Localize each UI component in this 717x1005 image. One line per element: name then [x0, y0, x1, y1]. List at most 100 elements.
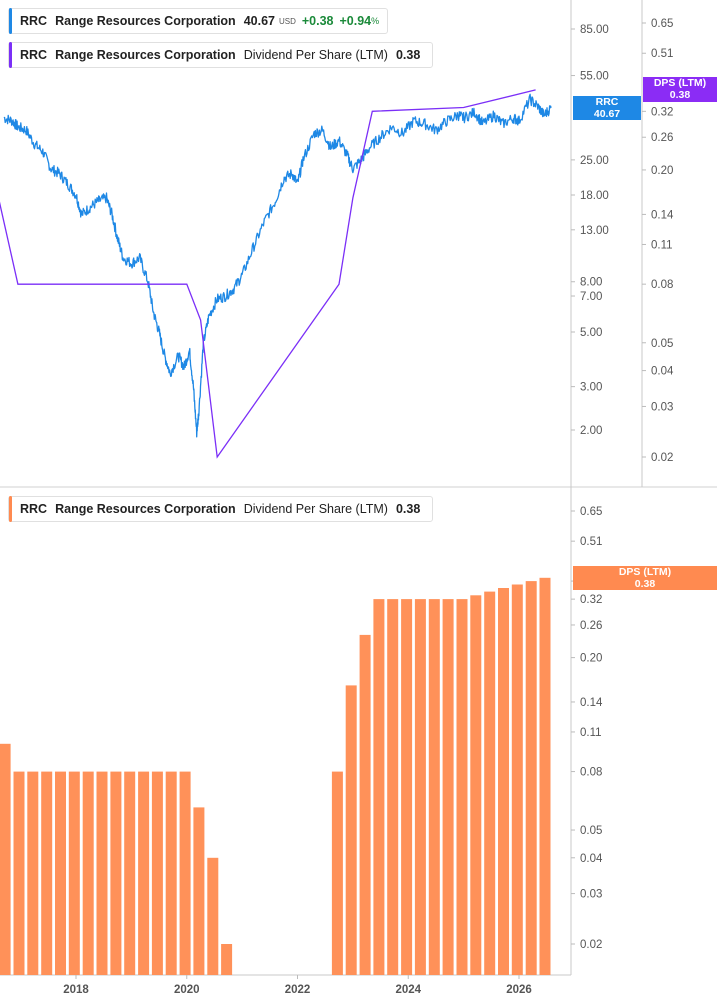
- dps-bar: [456, 599, 468, 975]
- dps-bar: [359, 634, 371, 975]
- legend-metric-value: 0.38: [395, 48, 421, 62]
- x-tick-label: 2018: [63, 984, 89, 996]
- legend-price[interactable]: RRC Range Resources Corporation 40.67 US…: [8, 8, 389, 34]
- bar-tick-label: 0.65: [580, 506, 602, 518]
- dps-bar: [401, 599, 413, 975]
- legend-color-swatch: [9, 42, 12, 68]
- dps-flag-bottom: DPS (LTM) 0.38: [573, 566, 717, 590]
- dps-tick-label: 0.26: [651, 132, 673, 144]
- dps-bar: [55, 771, 66, 975]
- dps-bar: [82, 771, 94, 975]
- dps-bar: [13, 771, 25, 975]
- dps-bar: [414, 599, 426, 975]
- legend-ticker: RRC: [20, 14, 48, 28]
- dps-tick-label: 0.32: [651, 106, 673, 118]
- dps-bar: [0, 743, 11, 975]
- price-tick-label: 7.00: [580, 291, 602, 303]
- dps-bar: [387, 599, 399, 975]
- dps-bar: [331, 771, 343, 975]
- dps-flag-label: DPS (LTM): [618, 566, 672, 578]
- price-tick-label: 55.00: [580, 71, 609, 83]
- legend-company-name: Range Resources Corporation: [55, 48, 236, 62]
- dps-tick-label: 0.08: [651, 279, 673, 291]
- dps-tick-label: 0.51: [651, 48, 673, 60]
- bar-tick-label: 0.08: [580, 767, 602, 779]
- bar-tick-label: 0.32: [580, 594, 602, 606]
- dps-tick-label: 0.02: [651, 452, 673, 464]
- dps-flag-top: DPS (LTM) 0.38: [643, 77, 717, 102]
- dps-flag-value: 0.38: [669, 89, 691, 101]
- dps-bar: [96, 771, 108, 975]
- dps-tick-label: 0.03: [651, 401, 673, 413]
- dps-bar: [539, 577, 551, 975]
- dps-bar: [484, 591, 496, 975]
- x-tick-label: 2020: [174, 984, 200, 996]
- dps-bar: [151, 771, 163, 975]
- dps-line: [0, 89, 536, 459]
- dps-bar: [511, 584, 523, 975]
- price-tick-label: 2.00: [580, 425, 602, 437]
- price-tick-label: 25.00: [580, 155, 609, 167]
- legend-metric: Dividend Per Share (LTM): [243, 502, 388, 516]
- bar-tick-label: 0.04: [580, 853, 603, 865]
- bar-tick-label: 0.05: [580, 825, 602, 837]
- dps-bar: [221, 944, 233, 975]
- legend-ticker: RRC: [20, 502, 48, 516]
- x-tick-label: 2026: [506, 984, 532, 996]
- dps-tick-label: 0.65: [651, 18, 673, 30]
- price-tick-label: 18.00: [580, 190, 609, 202]
- legend-dps-line[interactable]: RRC Range Resources Corporation Dividend…: [8, 42, 434, 68]
- dps-bar: [428, 599, 440, 975]
- dps-bar: [27, 771, 39, 975]
- x-tick-label: 2024: [395, 984, 421, 996]
- dps-bar: [124, 771, 136, 975]
- price-flag-value: 40.67: [593, 108, 621, 120]
- dps-bar: [525, 581, 537, 975]
- dps-bar: [470, 595, 482, 975]
- legend-ticker: RRC: [20, 48, 48, 62]
- dps-flag-value: 0.38: [634, 578, 656, 590]
- dps-tick-label: 0.11: [651, 239, 673, 251]
- x-tick-label: 2022: [285, 984, 311, 996]
- legend-currency: USD: [278, 16, 296, 26]
- bar-tick-label: 0.20: [580, 653, 602, 665]
- dps-bar: [207, 857, 219, 975]
- bar-tick-label: 0.11: [580, 727, 602, 739]
- price-tick-label: 85.00: [580, 24, 609, 36]
- legend-metric: Dividend Per Share (LTM): [243, 48, 388, 62]
- dps-tick-label: 0.05: [651, 338, 673, 350]
- price-tick-label: 5.00: [580, 327, 602, 339]
- legend-percent-sign: %: [371, 16, 380, 26]
- dps-bar: [442, 599, 454, 975]
- price-line: [3, 93, 552, 438]
- legend-change-percent: +0.94: [339, 14, 372, 28]
- legend-dps-bars[interactable]: RRC Range Resources Corporation Dividend…: [8, 496, 434, 522]
- dps-tick-label: 0.04: [651, 366, 674, 378]
- bar-tick-label: 0.51: [580, 536, 602, 548]
- dps-bar: [193, 807, 205, 975]
- dps-bar: [138, 771, 150, 975]
- dps-bar: [373, 599, 385, 975]
- legend-metric-value: 0.38: [395, 502, 421, 516]
- price-tick-label: 8.00: [580, 277, 602, 289]
- price-tick-label: 13.00: [580, 225, 609, 237]
- legend-price-value: 40.67: [243, 14, 275, 28]
- dps-bar: [345, 685, 357, 975]
- legend-company-name: Range Resources Corporation: [55, 502, 236, 516]
- legend-color-swatch: [9, 8, 12, 34]
- dps-tick-label: 0.20: [651, 165, 673, 177]
- legend-change: +0.38: [301, 14, 334, 28]
- price-flag: RRC 40.67: [573, 96, 641, 120]
- price-flag-label: RRC: [595, 96, 619, 108]
- dps-bar: [498, 588, 509, 975]
- bar-tick-label: 0.03: [580, 889, 602, 901]
- dps-flag-label: DPS (LTM): [653, 77, 707, 89]
- dps-bar: [41, 771, 53, 975]
- bar-tick-label: 0.02: [580, 939, 602, 951]
- dps-bar: [68, 771, 80, 975]
- dps-bar: [110, 771, 122, 975]
- price-tick-label: 3.00: [580, 382, 602, 394]
- legend-company-name: Range Resources Corporation: [55, 14, 236, 28]
- bar-tick-label: 0.14: [580, 697, 603, 709]
